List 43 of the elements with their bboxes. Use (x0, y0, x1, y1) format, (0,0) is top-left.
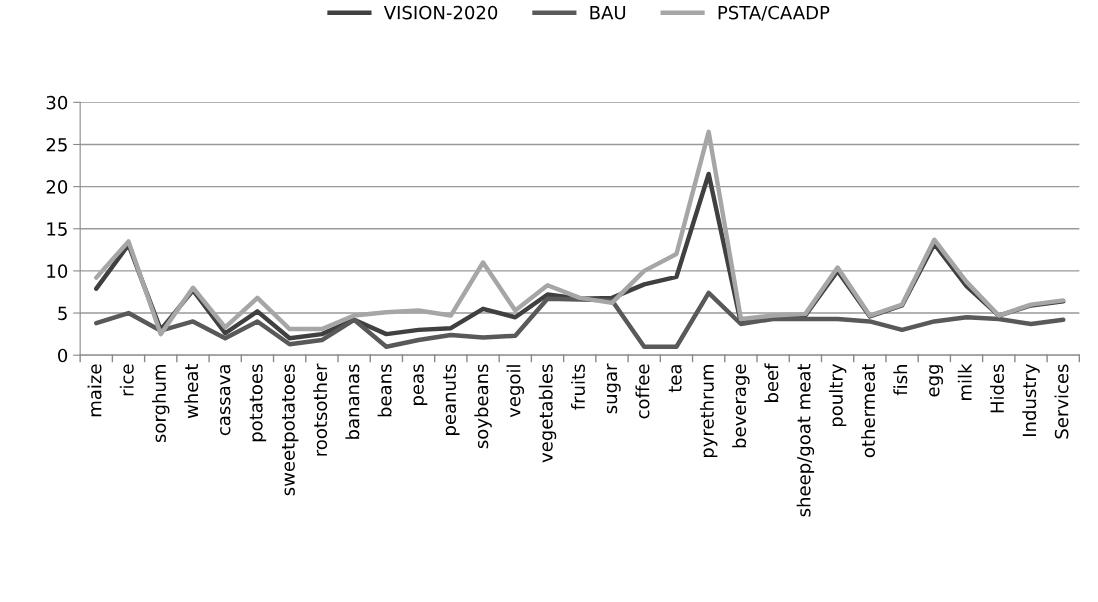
x-tick-label: sheep/goat meat (796, 363, 815, 517)
x-tick-label: sugar (606, 363, 621, 414)
y-tick-label: 30 (46, 95, 68, 110)
x-tick-label: bananas (345, 364, 360, 439)
y-tick-label: 0 (58, 348, 68, 363)
x-tick-label: peanuts (443, 364, 460, 435)
x-tick-label: vegoil (506, 365, 525, 418)
x-tick-label: fruits (571, 364, 585, 410)
x-tick-label: pyrethrum (699, 365, 718, 458)
x-tick-label: rootsother (313, 363, 328, 456)
x-tick-label: egg (929, 365, 944, 397)
x-tick-label: vegetables (538, 364, 557, 463)
x-tick-label: coffee (635, 364, 650, 419)
x-tick-label: peas (413, 364, 428, 405)
x-tick-label: Industry (1022, 364, 1040, 437)
legend-label: VISION-2020 (383, 5, 498, 20)
legend-label: PSTA/CAADP (718, 5, 830, 21)
x-tick-label: othermeat (861, 363, 876, 458)
x-tick-label: beans (377, 364, 392, 417)
line-series (94, 129, 1066, 337)
x-tick-label: wheat (184, 363, 199, 419)
x-tick-label: beverage (732, 364, 750, 448)
x-tick-label: cassava (220, 365, 231, 436)
x-tick-label: Services (1054, 364, 1069, 439)
y-tick-label: 15 (47, 222, 67, 236)
x-tick-label: fish (893, 365, 908, 396)
x-tick-label: tea (668, 365, 682, 393)
y-tick-label: 5 (58, 306, 67, 321)
x-tick-label: sweetpotatoes (281, 364, 299, 496)
line-series (94, 290, 1066, 349)
x-tick-label: soybeans (474, 364, 492, 449)
x-tick-label: rice (119, 364, 134, 396)
x-tick-label: maize (87, 364, 102, 417)
x-tick-label: Hides (990, 364, 1004, 413)
legend-label: BAU (590, 5, 626, 20)
y-tick-label: 20 (46, 180, 68, 194)
y-tick-label: 10 (47, 264, 68, 279)
x-tick-label: milk (957, 363, 972, 400)
x-tick-label: potatoes (249, 364, 267, 442)
y-tick-label: 25 (46, 137, 67, 152)
x-tick-label: poultry (828, 364, 847, 427)
x-tick-label: beef (764, 363, 779, 402)
x-tick-label: sorghum (152, 365, 170, 443)
